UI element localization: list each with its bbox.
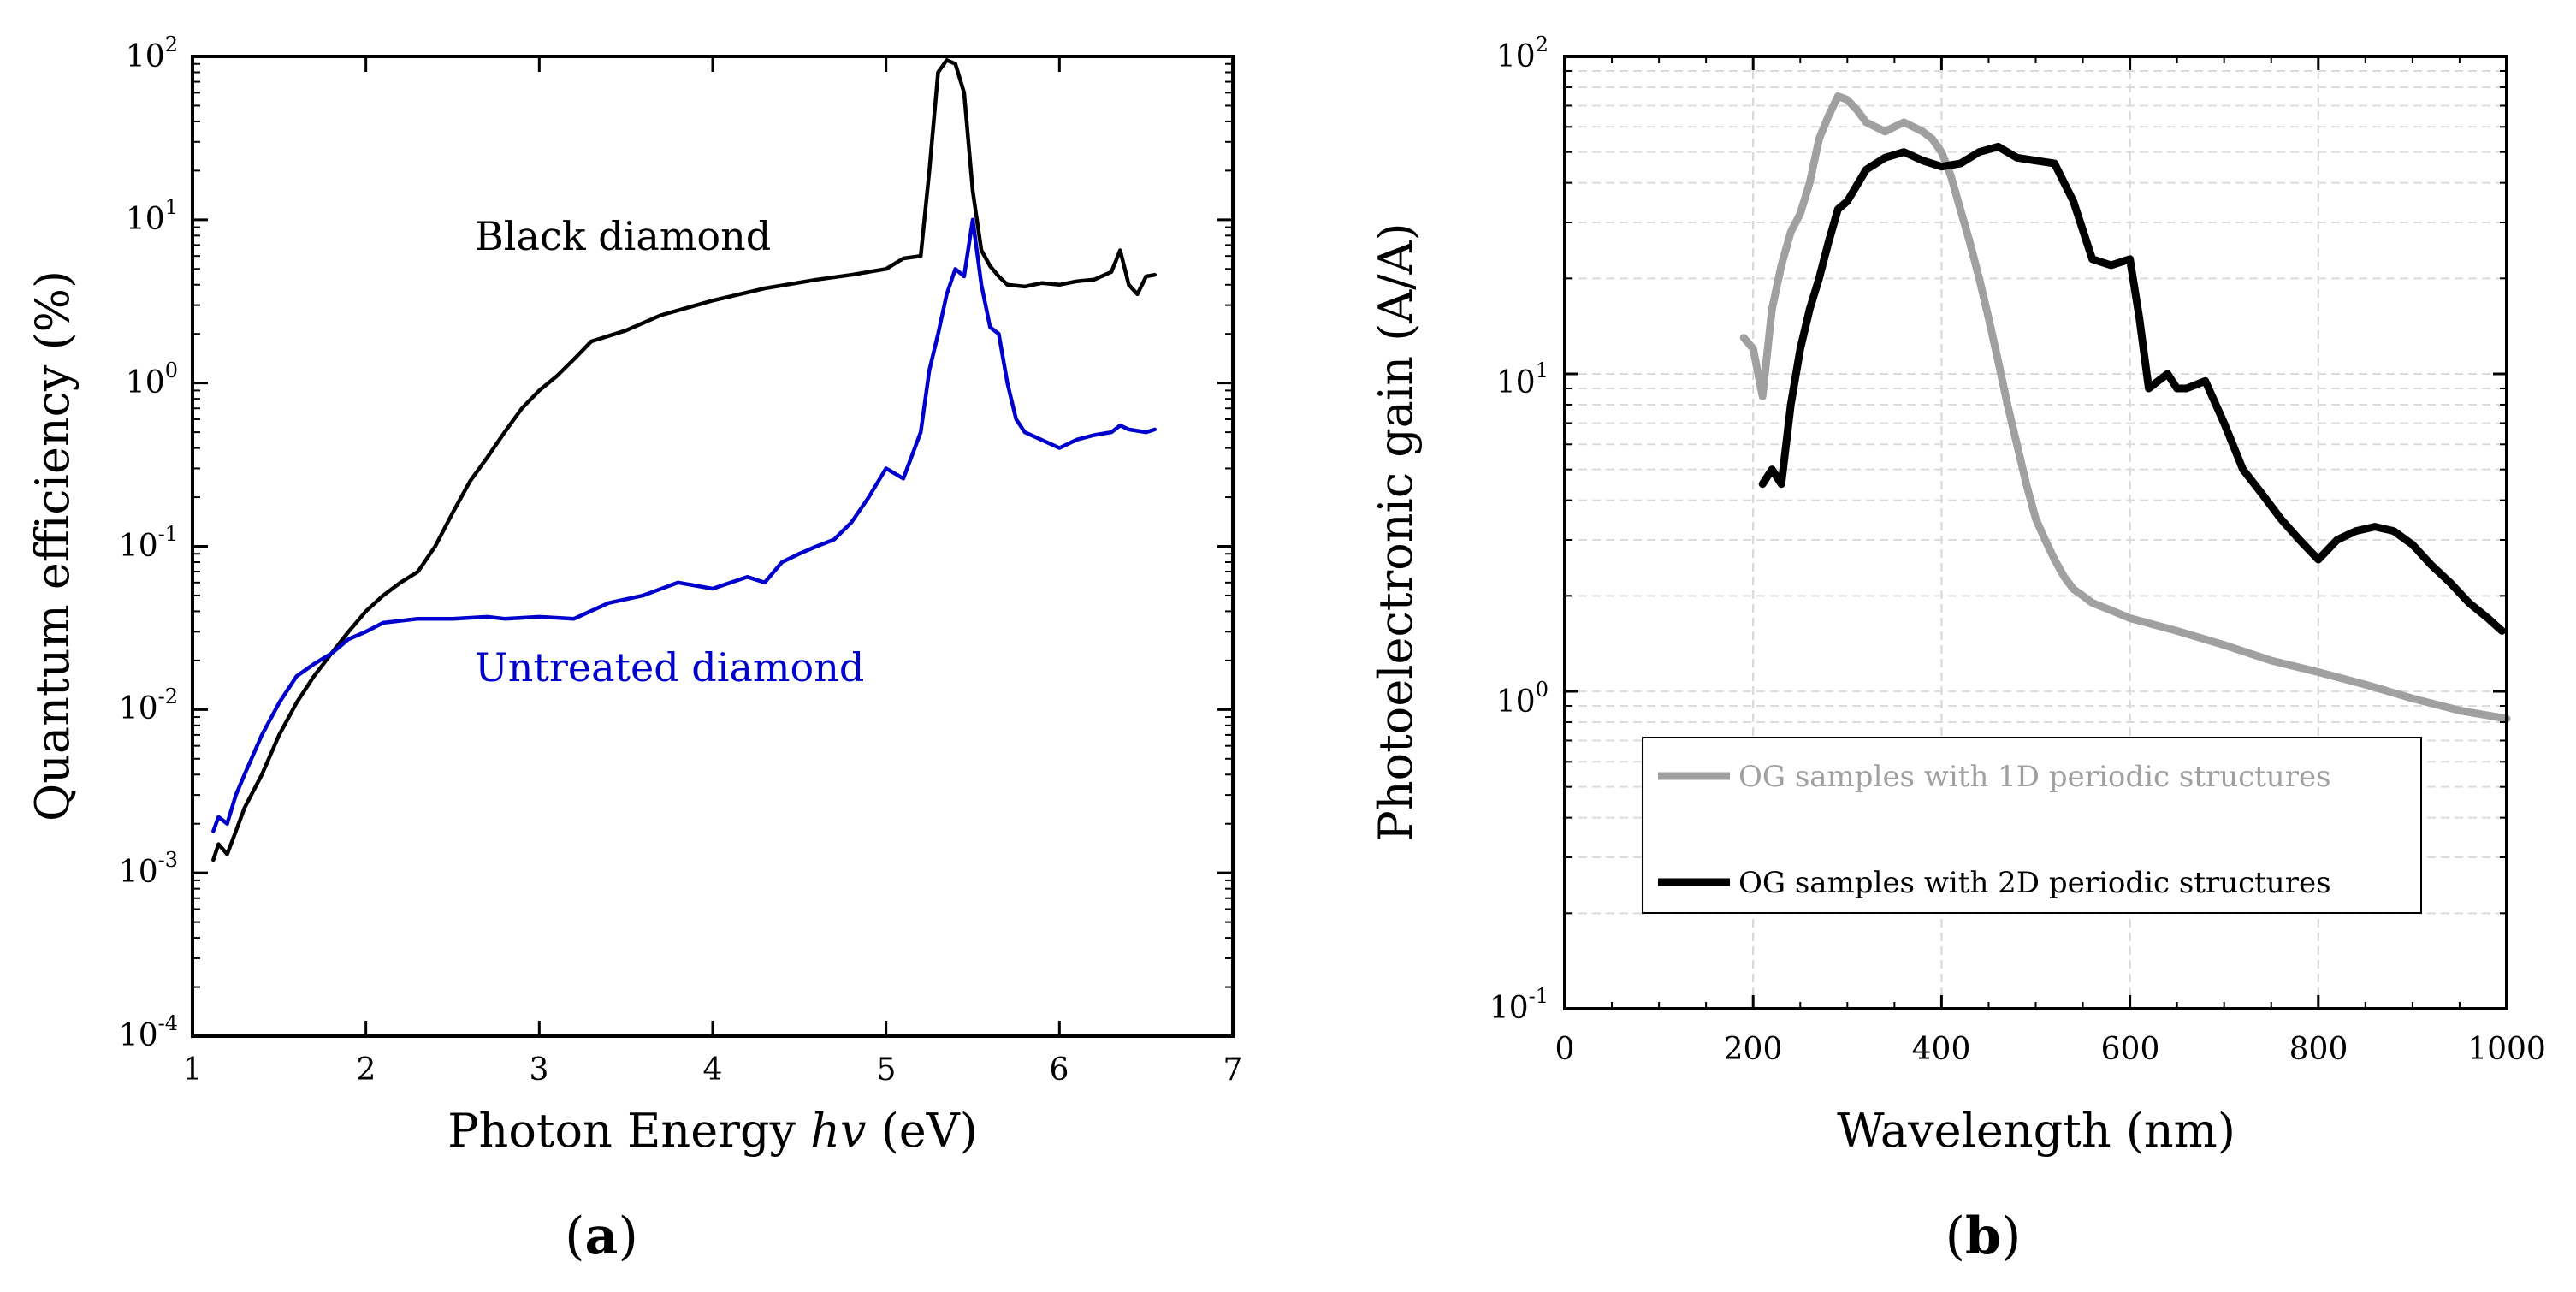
panel-a-xtick-label: 1 [183, 1052, 203, 1088]
panel-b-xtick-label: 1000 [2467, 1032, 2546, 1067]
legend: OG samples with 1D periodic structures O… [1642, 737, 2422, 914]
panel-a-ytick-label: 10-4 [119, 1011, 178, 1053]
panel-a-caption: (a) [565, 1206, 638, 1266]
panel-a-xtick-label: 4 [703, 1052, 723, 1088]
legend-box [1642, 737, 2422, 914]
panel-b-caption: (b) [1945, 1206, 2022, 1266]
panel-b-ytick-label: 101 [1496, 359, 1549, 400]
panel-a-ytick-label: 100 [126, 359, 178, 400]
panel-b-ytick-label: 100 [1496, 678, 1549, 720]
panel-a-y-axis-label: Quantum efficiency (%) [26, 270, 80, 821]
annotation-black-diamond: Black diamond [475, 213, 771, 259]
panel-b-xtick-label: 800 [2289, 1032, 2348, 1067]
panel-b-ytick-label: 10-1 [1489, 984, 1549, 1026]
panel-a-xtick-label: 2 [357, 1052, 376, 1088]
panel-a-xtick-label: 3 [530, 1052, 549, 1088]
legend-label-2d: OG samples with 2D periodic structures [1738, 866, 2331, 900]
panel-b-series [1739, 92, 2511, 723]
panel-a-series-2 [211, 217, 1158, 833]
panel-b-ytick-label: 102 [1496, 33, 1549, 74]
panel-b-xtick-label: 0 [1555, 1032, 1575, 1067]
panel-a-ytick-label: 10-2 [119, 685, 178, 726]
legend-label-1d: OG samples with 1D periodic structures [1738, 760, 2331, 794]
panel-b-xtick-label: 200 [1724, 1032, 1783, 1067]
panel-a-ticks [191, 55, 1235, 1038]
panel-a-x-axis-label: Photon Energy hv (eV) [447, 1104, 978, 1158]
panel-b: 102 101 100 10-1 0 200 400 600 800 1000 … [1369, 33, 2546, 1266]
panel-a-ytick-label: 10-3 [119, 848, 178, 890]
panel-b-series-1 [1739, 92, 2511, 723]
panel-b-xtick-label: 400 [1912, 1032, 1971, 1067]
panel-a-plot-frame [191, 55, 1235, 1038]
panel-a: 102 101 100 10-1 10-2 10-3 10-4 1 2 3 4 … [26, 33, 1242, 1266]
panel-a-xtick-label: 6 [1050, 1052, 1069, 1088]
panel-a-ytick-label: 101 [126, 195, 178, 237]
panel-a-xtick-label: 7 [1223, 1052, 1243, 1088]
panel-a-ytick-label: 10-1 [119, 522, 178, 564]
panel-a-ytick-label: 102 [126, 33, 178, 74]
panel-b-y-axis-label: Photoelectronic gain (A/A) [1369, 222, 1423, 841]
panel-a-series [211, 58, 1158, 862]
panel-b-ticks [1563, 55, 2508, 1010]
panel-b-xtick-label: 600 [2101, 1032, 2160, 1067]
panel-b-x-axis-label: Wavelength (nm) [1837, 1104, 2235, 1158]
panel-a-xtick-label: 5 [877, 1052, 897, 1088]
panel-a-series-1 [211, 58, 1158, 862]
annotation-untreated-diamond: Untreated diamond [475, 644, 864, 690]
panel-b-series-2 [1758, 142, 2506, 635]
